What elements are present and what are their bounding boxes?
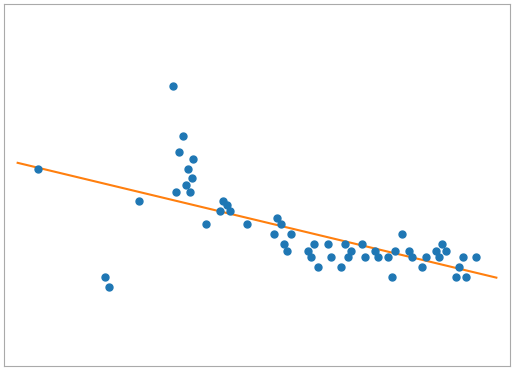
Point (188, 175, 196, 181)
Point (104, 284, 113, 290)
Point (341, 241, 349, 247)
Point (324, 241, 332, 247)
Point (374, 254, 382, 260)
Point (462, 274, 470, 280)
Point (405, 248, 413, 254)
Point (418, 264, 426, 270)
Point (277, 222, 285, 228)
Point (175, 149, 183, 155)
Point (344, 254, 352, 260)
Point (435, 254, 443, 260)
Point (179, 133, 187, 139)
Point (287, 231, 295, 237)
Point (421, 254, 430, 260)
Point (243, 222, 251, 228)
Point (189, 156, 197, 162)
Point (458, 254, 467, 260)
Point (273, 215, 281, 221)
Point (169, 83, 177, 89)
Point (219, 198, 227, 204)
Point (438, 241, 447, 247)
Point (384, 254, 393, 260)
Point (280, 241, 288, 247)
Point (226, 208, 234, 214)
Point (452, 274, 460, 280)
Point (186, 189, 194, 195)
Point (223, 202, 231, 208)
Point (388, 274, 396, 280)
Point (270, 231, 278, 237)
Point (472, 254, 480, 260)
Point (408, 254, 416, 260)
Point (432, 248, 440, 254)
Point (303, 248, 311, 254)
Point (307, 254, 315, 260)
Point (327, 254, 335, 260)
Point (455, 264, 464, 270)
Point (283, 248, 291, 254)
Point (357, 241, 365, 247)
Point (391, 248, 399, 254)
Point (101, 274, 109, 280)
Point (347, 248, 356, 254)
Point (314, 264, 322, 270)
Point (361, 254, 369, 260)
Point (216, 208, 224, 214)
Point (310, 241, 318, 247)
Point (183, 166, 192, 172)
Point (135, 198, 143, 204)
Point (371, 248, 379, 254)
Point (337, 264, 345, 270)
Point (398, 231, 406, 237)
Point (442, 248, 450, 254)
Point (203, 222, 211, 228)
Point (182, 182, 190, 188)
Point (172, 189, 180, 195)
Point (34, 166, 42, 172)
